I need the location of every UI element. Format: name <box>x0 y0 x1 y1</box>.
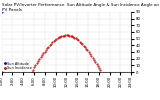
Text: Solar PV/Inverter Performance  Sun Altitude Angle & Sun Incidence Angle on PV Pa: Solar PV/Inverter Performance Sun Altitu… <box>2 3 159 12</box>
Legend: Sun Altitude, Sun Incidence: Sun Altitude, Sun Incidence <box>3 62 32 70</box>
